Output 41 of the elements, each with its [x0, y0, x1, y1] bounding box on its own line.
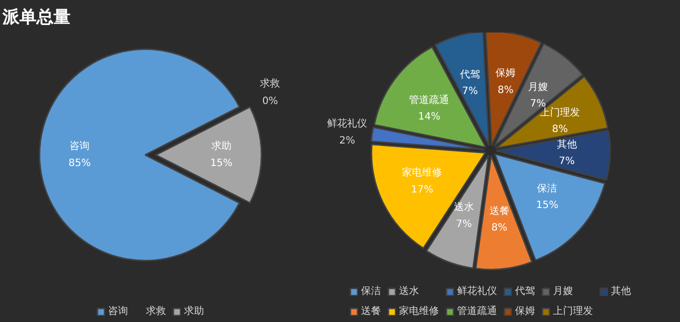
legend-label: 其他 [611, 284, 631, 298]
legend-label: 送餐 [361, 304, 381, 318]
legend-label: 鲜花礼仪 [457, 284, 497, 298]
legend-label: 家电维修 [399, 304, 439, 318]
data-label: 8% [552, 124, 568, 136]
slice-label: 送餐 [489, 204, 510, 217]
legend-label: 求助 [184, 304, 204, 318]
data-label: 8% [498, 84, 514, 96]
slice-label: 求助 [211, 140, 232, 152]
data-label: 7% [558, 156, 575, 168]
data-label: 7% [462, 86, 478, 97]
slice-label: 鲜花礼仪 [327, 118, 368, 130]
legend-label: 保洁 [361, 284, 381, 298]
slice-label: 代驾 [458, 69, 480, 80]
data-label: 14% [418, 112, 440, 123]
legend-label: 送水 [399, 284, 419, 298]
data-label: 7% [456, 218, 472, 230]
category-label: 求救 [146, 306, 166, 317]
legend-label: 管道疏通 [457, 304, 497, 318]
legend-label: 月嫂 [553, 285, 573, 298]
slice-label: 保洁 [537, 182, 558, 194]
data-label: 17% [411, 184, 434, 196]
legend-label: 保姆 [515, 305, 535, 318]
legend-label: 代驾 [515, 285, 535, 298]
slice-label: 咨询 [70, 140, 90, 152]
slice-label: 保姆 [496, 68, 516, 80]
slice-label: 送水 [454, 201, 474, 214]
data-label: 15% [210, 158, 232, 170]
category-label: 求救 [260, 78, 280, 90]
text: 0% [262, 96, 278, 107]
data-label: 85% [68, 158, 91, 170]
slice-label: 其他 [556, 138, 577, 151]
legend-label: 咨询 [108, 305, 128, 318]
data-label: 2% [339, 135, 356, 146]
slice-label: 管道疏通 [409, 94, 450, 106]
data-label: 8% [491, 222, 508, 234]
chart-title: 派单总量 [2, 8, 70, 28]
slice-label: 家电维修 [402, 166, 442, 179]
slice-label: 月嫂 [528, 82, 548, 93]
data-label: 15% [536, 200, 558, 212]
legend-label: 上门理发 [553, 304, 593, 318]
